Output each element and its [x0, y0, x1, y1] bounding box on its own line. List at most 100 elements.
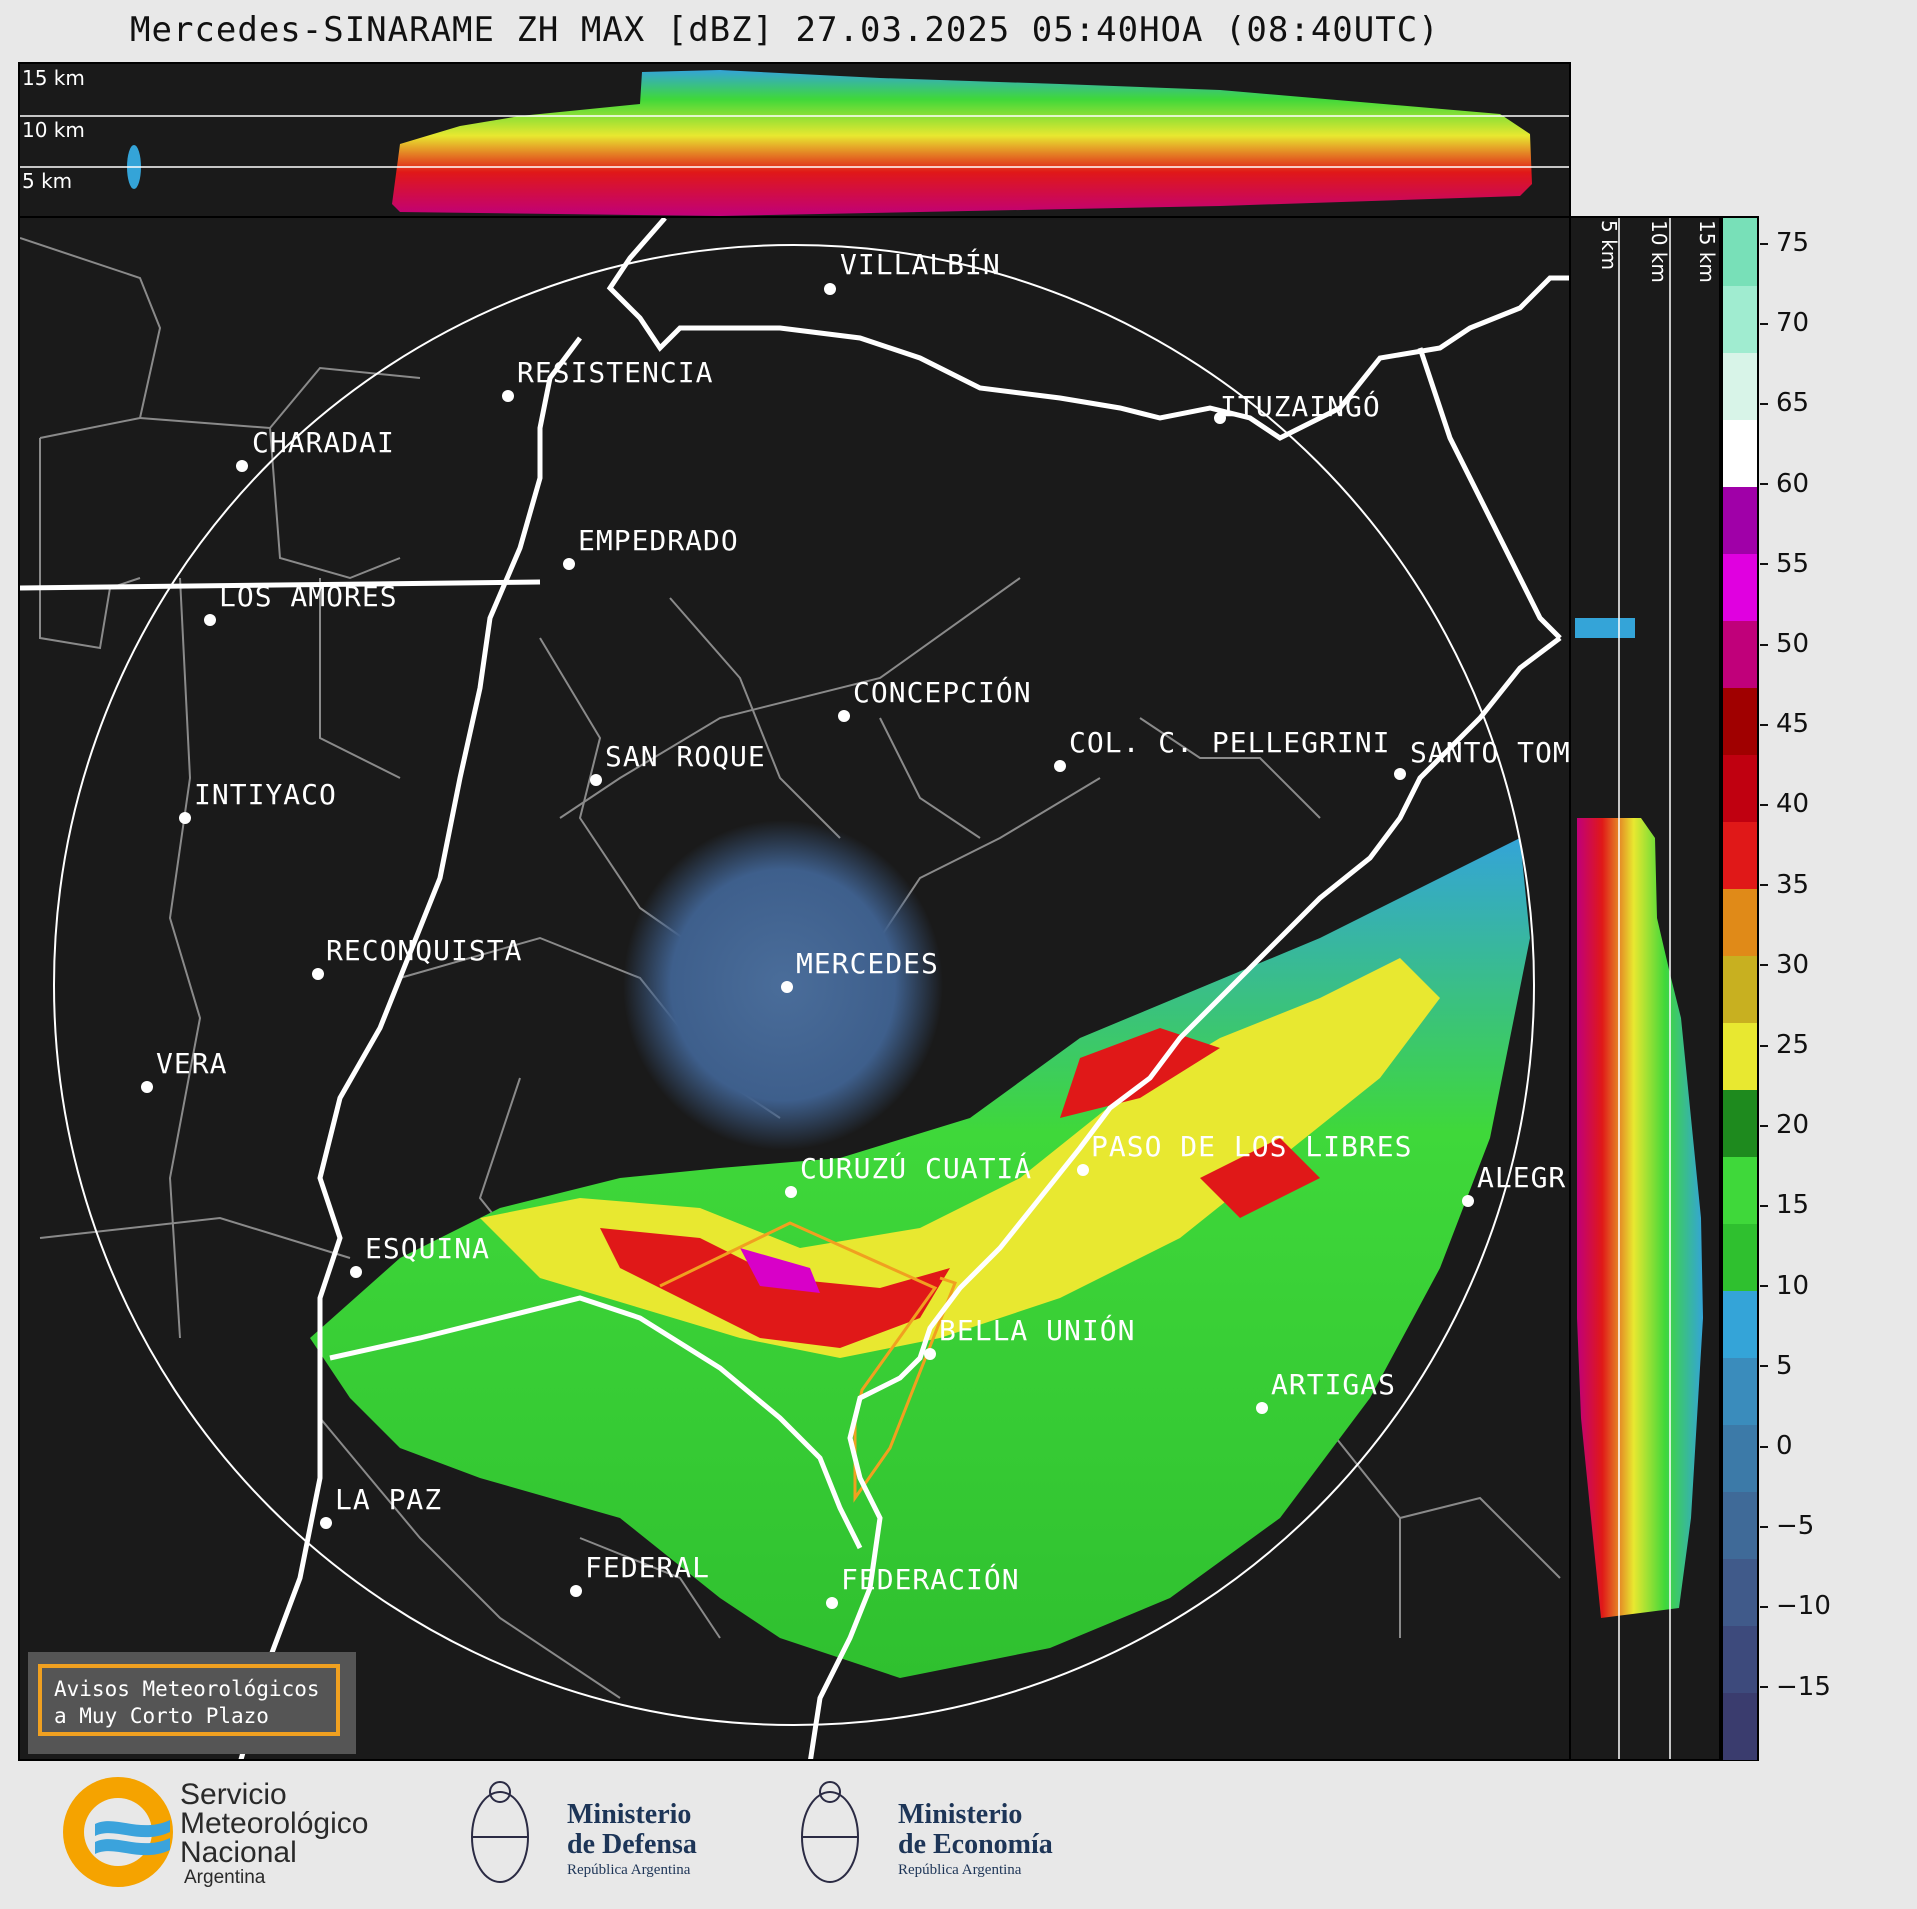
city-label: LOS AMORES	[219, 580, 398, 613]
colorbar-segment	[1723, 285, 1757, 353]
colorbar-tick-label: 45	[1760, 709, 1809, 739]
radar-site-dot	[781, 981, 793, 993]
colorbar-tick-label: 25	[1760, 1030, 1809, 1060]
city-label: ALEGR	[1477, 1161, 1567, 1194]
colorbar-tick-label: 70	[1760, 308, 1809, 338]
city-dot	[350, 1266, 362, 1278]
city-dot	[563, 558, 575, 570]
storm-band-red	[1060, 1028, 1320, 1218]
city-label: FEDERAL	[585, 1551, 711, 1584]
city-label: MERCEDES	[796, 947, 939, 980]
coat-of-arms-icon	[471, 1781, 529, 1883]
side-level-label: 10 km	[1647, 220, 1671, 283]
colorbar-segment	[1723, 1692, 1757, 1760]
warning-legend-frame: Avisos Meteorológicos a Muy Corto Plazo	[38, 1664, 340, 1736]
storm-core-magenta	[740, 1248, 820, 1293]
city-dot	[838, 710, 850, 722]
city-dot	[1462, 1195, 1474, 1207]
colorbar-segment	[1723, 419, 1757, 487]
footer-logos: Servicio Meteorológico Nacional Argentin…	[0, 1762, 1917, 1909]
city-dot	[785, 1186, 797, 1198]
city-dot	[590, 774, 602, 786]
page-title: Mercedes-SINARAME ZH MAX [dBZ] 27.03.202…	[130, 10, 1440, 50]
city-dot	[204, 614, 216, 626]
colorbar-tick-label: 5	[1760, 1351, 1793, 1381]
city-label: RESISTENCIA	[517, 356, 714, 389]
city-label: ARTIGAS	[1271, 1368, 1397, 1401]
colorbar-segment	[1723, 1156, 1757, 1224]
warning-legend: Avisos Meteorológicos a Muy Corto Plazo	[28, 1652, 356, 1754]
colorbar-segment	[1723, 1491, 1757, 1559]
side-cross-section-panel: 5 km 10 km 15 km	[1569, 216, 1721, 1761]
boundary-lines	[20, 237, 1561, 1699]
economia-logo-line: de Economía	[898, 1829, 1053, 1860]
colorbar-segment	[1723, 218, 1757, 286]
colorbar-segment	[1723, 1357, 1757, 1425]
colorbar-segment	[1723, 352, 1757, 420]
city-label: CONCEPCIÓN	[853, 676, 1032, 709]
top-echo-profile	[20, 70, 1569, 216]
colorbar-tick-label: −15	[1760, 1672, 1831, 1702]
colorbar-segment	[1723, 821, 1757, 889]
city-dot	[924, 1348, 936, 1360]
smn-logo-text: Servicio Meteorológico Nacional Argentin…	[180, 1780, 368, 1889]
smn-logo-line: Nacional	[180, 1836, 297, 1869]
colorbar-segment	[1723, 620, 1757, 688]
city-dot	[1077, 1164, 1089, 1176]
colorbar-segment	[1723, 1424, 1757, 1492]
economia-logo-line: Ministerio	[898, 1799, 1023, 1830]
smn-logo-line: Servicio	[180, 1778, 287, 1811]
city-label: CURUZÚ CUATIÁ	[800, 1152, 1033, 1185]
city-dot	[179, 812, 191, 824]
storm-core-red	[600, 1228, 950, 1348]
colorbar-segment	[1723, 1022, 1757, 1090]
city-dot	[1256, 1402, 1268, 1414]
smn-logo-icon	[63, 1777, 173, 1887]
city-dot	[236, 460, 248, 472]
side-echo-profile	[1575, 218, 1703, 1759]
top-level-label: 15 km	[22, 66, 85, 90]
dbz-colorbar	[1721, 216, 1759, 1761]
colorbar-tick-label: 10	[1760, 1271, 1809, 1301]
top-cross-section-panel: 15 km 10 km 5 km	[18, 62, 1571, 218]
economia-logo-line: República Argentina	[898, 1862, 1022, 1878]
economia-logo-text: Ministerio de Economía República Argenti…	[898, 1800, 1053, 1880]
city-label: CHARADAI	[252, 426, 395, 459]
smn-logo-line: Argentina	[184, 1867, 266, 1888]
river-borders	[20, 218, 1569, 1759]
colorbar-segment	[1723, 1089, 1757, 1157]
colorbar-ticks: 75 70 65 60 55 50 45 40 35 30 25 20 15 10 5 0 −5 −10 −15	[1760, 216, 1900, 1761]
colorbar-tick-label: 35	[1760, 870, 1809, 900]
warning-legend-line: Avisos Meteorológicos	[54, 1677, 320, 1701]
city-dot	[824, 283, 836, 295]
colorbar-tick-label: 40	[1760, 789, 1809, 819]
city-label: LA PAZ	[335, 1483, 443, 1516]
colorbar-segment	[1723, 1625, 1757, 1693]
colorbar-segment	[1723, 1558, 1757, 1626]
colorbar-tick-label: 30	[1760, 950, 1809, 980]
colorbar-tick-label: 0	[1760, 1431, 1793, 1461]
defensa-logo-line: de Defensa	[567, 1829, 697, 1860]
side-level-label: 15 km	[1695, 220, 1719, 283]
colorbar-tick-label: 20	[1760, 1110, 1809, 1140]
colorbar-tick-label: 60	[1760, 469, 1809, 499]
radar-map: VILLALBÍN RESISTENCIA CHARADAI ITUZAINGÓ…	[18, 216, 1571, 1761]
city-label: ESQUINA	[365, 1232, 491, 1265]
top-level-label: 5 km	[22, 169, 73, 193]
city-dot	[502, 390, 514, 402]
city-dot	[1054, 760, 1066, 772]
city-label: VERA	[156, 1047, 228, 1080]
colorbar-segment	[1723, 486, 1757, 554]
city-label: EMPEDRADO	[578, 524, 739, 557]
colorbar-tick-label: 75	[1760, 228, 1809, 258]
warning-legend-line: a Muy Corto Plazo	[54, 1704, 269, 1728]
city-label: PASO DE LOS LIBRES	[1091, 1130, 1413, 1163]
city-dot	[826, 1597, 838, 1609]
colorbar-tick-label: −5	[1760, 1511, 1814, 1541]
city-label: COL. C. PELLEGRINI	[1069, 726, 1391, 759]
city-dot	[141, 1081, 153, 1093]
city-label: ITUZAINGÓ	[1220, 390, 1381, 423]
city-dot	[312, 968, 324, 980]
colorbar-tick-label: 50	[1760, 629, 1809, 659]
colorbar-segment	[1723, 955, 1757, 1023]
